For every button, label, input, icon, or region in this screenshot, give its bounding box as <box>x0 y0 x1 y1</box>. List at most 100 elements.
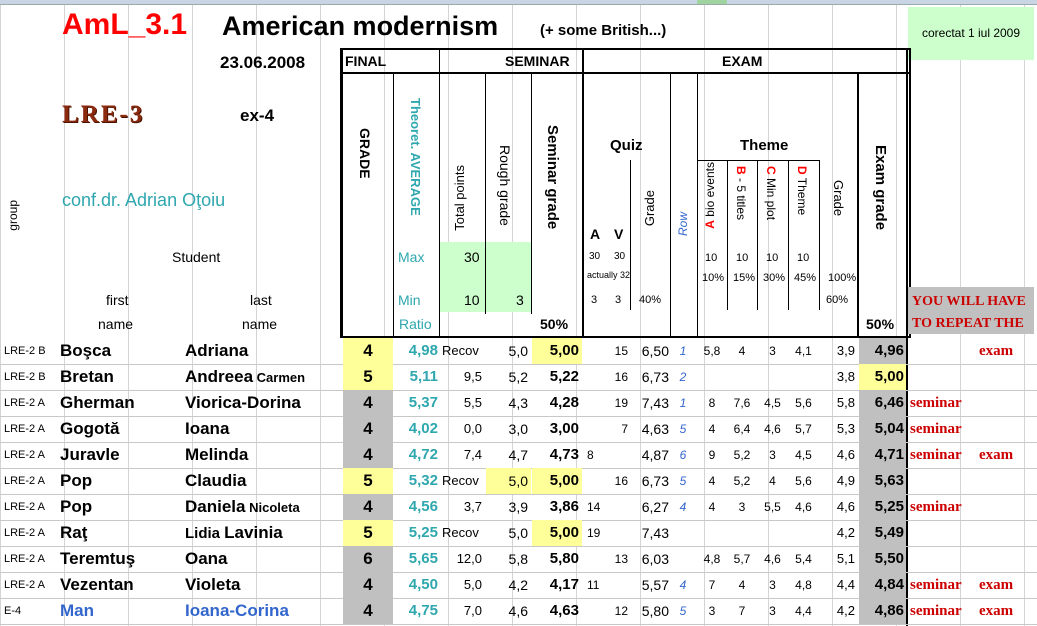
table-row[interactable]: LRE-2 A Gogotă Ioana 4 4,02 0,0 3,0 3,00 7 4,63 5 4… <box>0 416 1037 443</box>
seminar-header: SEMINAR <box>505 53 570 69</box>
last-name-main: Melinda <box>185 445 249 464</box>
final-grade-cell: 4 <box>363 601 373 620</box>
quiz-a-cell: 14 <box>587 500 601 514</box>
table-row[interactable]: LRE-2 A Raţ Lidia Lavinia 5 5,25 Recov 5,0 5,00… <box>0 520 1037 547</box>
seminar-cell-bg <box>532 520 582 546</box>
group-cell: LRE-2 A <box>4 475 45 487</box>
quiz-v-max: 30 <box>614 251 626 262</box>
theme-d-cell: 4,1 <box>795 344 812 358</box>
theme-grade-cell: 4,9 <box>836 473 855 488</box>
group-cell: LRE-2 A <box>4 579 45 591</box>
seminar-grade-cell: 4,28 <box>549 394 579 411</box>
quiz-actual-max: actually 32 <box>587 270 631 280</box>
row-number-cell: 5 <box>679 422 687 436</box>
rough-grade-cell: 4,7 <box>508 447 528 463</box>
quiz-total-cell <box>600 572 628 598</box>
repeat-seminar-cell: seminar <box>910 421 962 437</box>
seminar-grade-cell: 5,80 <box>549 550 579 567</box>
quiz-a-min: 3 <box>591 294 598 306</box>
rough-grade-cell: 4,6 <box>508 603 528 619</box>
last-name-main: Andreea <box>185 367 254 386</box>
grade-cell-bg <box>343 572 393 598</box>
theme-a-cell: 4 <box>708 474 716 488</box>
grade-cell-bg <box>343 390 393 416</box>
group-header: group <box>6 200 20 231</box>
final-grade-cell: 5 <box>363 523 373 542</box>
final-grade-cell: 4 <box>363 341 373 360</box>
table-row[interactable]: LRE-2 B Bretan Andreea Carmen 5 5,11 9,5 5,2 5,… <box>0 364 1037 391</box>
table-row[interactable]: LRE-2 A Teremtuş Oana 6 5,65 12,0 5,8 5,80 13 6,0… <box>0 546 1037 573</box>
selected-column-indicator <box>697 0 727 4</box>
table-row[interactable]: LRE-2 A Gherman Viorica-Dorina 4 5,37 5,5 4,3 4… <box>0 390 1037 417</box>
exam-grade-cell: 5,50 <box>874 550 904 567</box>
theme-d-cell: 4,5 <box>795 448 812 462</box>
theme-a-header: A bio events <box>703 162 717 229</box>
total-points-cell: 12,0 <box>456 551 482 566</box>
quiz-total-cell: 19 <box>614 396 628 410</box>
repeat-banner-text: YOU WILL HAVE TO REPEAT THE <box>912 294 1026 331</box>
last-name-cell: Ioana-Corina <box>185 598 289 624</box>
min-label: Min <box>398 292 421 308</box>
theme-grade-cell: 4,4 <box>836 577 855 592</box>
final-grade-cell: 4 <box>363 393 373 412</box>
row-number-cell: 5 <box>679 604 687 618</box>
quiz-a-cell: 8 <box>587 448 594 462</box>
seminar-grade-cell: 4,17 <box>549 576 579 593</box>
theme-c-label: Min plot <box>764 174 778 221</box>
table-row[interactable]: LRE-2 B Boşca Adriana 4 4,98 Recov 5,0 5,00 15 6,… <box>0 338 1037 365</box>
quiz-grade-cell: 6,73 <box>641 473 669 489</box>
theme-b-cell: 3 <box>738 500 746 514</box>
theme-a-cell: 3 <box>708 604 716 618</box>
theme-a-cell: 4 <box>708 422 716 436</box>
table-row[interactable]: LRE-2 A Juravle Melinda 4 4,72 7,4 4,7 4,73 8 4,8… <box>0 442 1037 469</box>
group-cell: LRE-2 B <box>4 345 46 357</box>
theme-c-cell: 4,5 <box>764 396 781 410</box>
last-name-extra: Carmen <box>253 370 306 385</box>
quiz-v-min: 3 <box>615 294 622 306</box>
quiz-a-cell: 11 <box>587 578 600 592</box>
last-name-main: Lavinia <box>224 523 283 542</box>
theme-a-cell: 8 <box>708 396 716 410</box>
column-header-strip <box>0 0 1037 5</box>
table-row[interactable]: E-4 Man Ioana-Corina 4 4,75 7,0 4,6 4,63 12 5,80 5… <box>0 598 1037 625</box>
quiz-total-cell: 13 <box>614 552 628 566</box>
total-points-cell: 9,5 <box>463 369 482 384</box>
table-row[interactable]: LRE-2 A Pop Daniela Nicoleta 4 4,56 3,7 3,9 3,8… <box>0 494 1037 521</box>
rough-grade-cell: 5,8 <box>508 551 528 567</box>
exam-grade-cell: 5,00 <box>874 368 904 385</box>
last-name-main: Adriana <box>185 341 249 360</box>
max-label: Max <box>398 249 425 265</box>
row-number-cell: 1 <box>679 396 687 410</box>
theme-a-max: 10 <box>705 252 718 264</box>
theme-a-label: bio events <box>703 162 717 221</box>
repeat-exam-cell: exam <box>979 343 1014 359</box>
course-code: AmL_3.1 <box>62 8 188 41</box>
theme-header: Theme <box>740 137 789 154</box>
grade-cell-bg <box>343 520 393 546</box>
theme-b-cell: 6,4 <box>733 422 751 436</box>
table-row[interactable]: LRE-2 A Pop Claudia 5 5,32 Recov 5,0 5,00 16 6,73… <box>0 468 1037 495</box>
exam-grade-cell: 4,86 <box>874 602 904 619</box>
rough-grade-header: Rough grade <box>497 145 513 226</box>
rough-grade-cell: 5,2 <box>508 369 528 385</box>
last-name-cell: Viorica-Dorina <box>185 390 301 416</box>
theme-b-letter: B <box>734 166 748 175</box>
quiz-grade-cell: 6,73 <box>641 369 669 385</box>
grade-cell-bg <box>343 598 393 624</box>
row-number-cell: 5 <box>679 474 687 488</box>
table-row[interactable]: LRE-2 A Vezentan Violeta 4 4,50 5,0 4,2 4,17 11 5… <box>0 572 1037 599</box>
theme-grade-max: 100% <box>828 272 857 284</box>
grade-cell-bg <box>343 546 393 572</box>
group-cell: LRE-2 A <box>4 553 45 565</box>
total-points-cell: Recov <box>442 525 479 540</box>
theme-d-header: D Theme <box>795 166 809 215</box>
group-cell: LRE-2 A <box>4 397 45 409</box>
theme-c-cell: 3 <box>769 344 776 358</box>
quiz-header: Quiz <box>610 137 643 154</box>
quiz-total-cell <box>600 442 628 468</box>
theme-c-weight: 30% <box>763 272 786 284</box>
first-header: first <box>106 292 129 308</box>
grade-cell-bg <box>343 468 393 494</box>
total-points-cell: 0,0 <box>463 421 482 436</box>
theme-c-cell: 3 <box>769 448 776 462</box>
